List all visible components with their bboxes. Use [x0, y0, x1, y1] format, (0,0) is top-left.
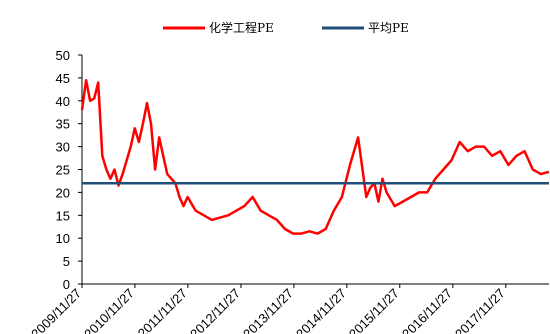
x-tick-label: 2014/11/27: [293, 286, 349, 334]
legend: 化学工程PE 平均PE: [163, 20, 409, 35]
y-tick-label: 35: [56, 117, 70, 132]
x-tick-label: 2017/11/27: [452, 286, 508, 334]
y-axis: 0 5 10 15 20 25 30 35 40 45 50: [56, 48, 83, 292]
y-tick-label: 50: [56, 48, 70, 63]
x-axis: 2009/11/272010/11/272011/11/272012/11/27…: [28, 283, 549, 334]
legend-label: 平均PE: [368, 21, 409, 35]
x-tick-label: 2009/11/27: [28, 286, 84, 334]
y-tick-label: 5: [63, 254, 70, 269]
y-tick-label: 15: [56, 208, 70, 223]
series-line-chem-pe: [80, 78, 550, 235]
y-tick-label: 40: [56, 94, 70, 109]
y-tick-label: 20: [56, 185, 70, 200]
y-tick-label: 0: [63, 277, 70, 292]
x-tick-label: 2013/11/27: [240, 286, 296, 334]
y-tick-label: 10: [56, 231, 70, 246]
y-tick-label: 45: [56, 71, 70, 86]
x-tick-label: 2010/11/27: [81, 286, 137, 334]
x-tick-label: 2012/11/27: [187, 286, 243, 334]
x-tick-label: 2015/11/27: [346, 286, 402, 334]
y-tick-label: 30: [56, 140, 70, 155]
legend-label: 化学工程PE: [209, 20, 274, 35]
x-tick-label: 2016/11/27: [399, 286, 455, 334]
plot-series: [80, 78, 550, 235]
x-tick-label: 2011/11/27: [135, 286, 190, 334]
y-tick-label: 25: [56, 163, 70, 178]
legend-item-avg-pe: 平均PE: [322, 21, 409, 35]
legend-item-chem-pe: 化学工程PE: [163, 20, 274, 35]
